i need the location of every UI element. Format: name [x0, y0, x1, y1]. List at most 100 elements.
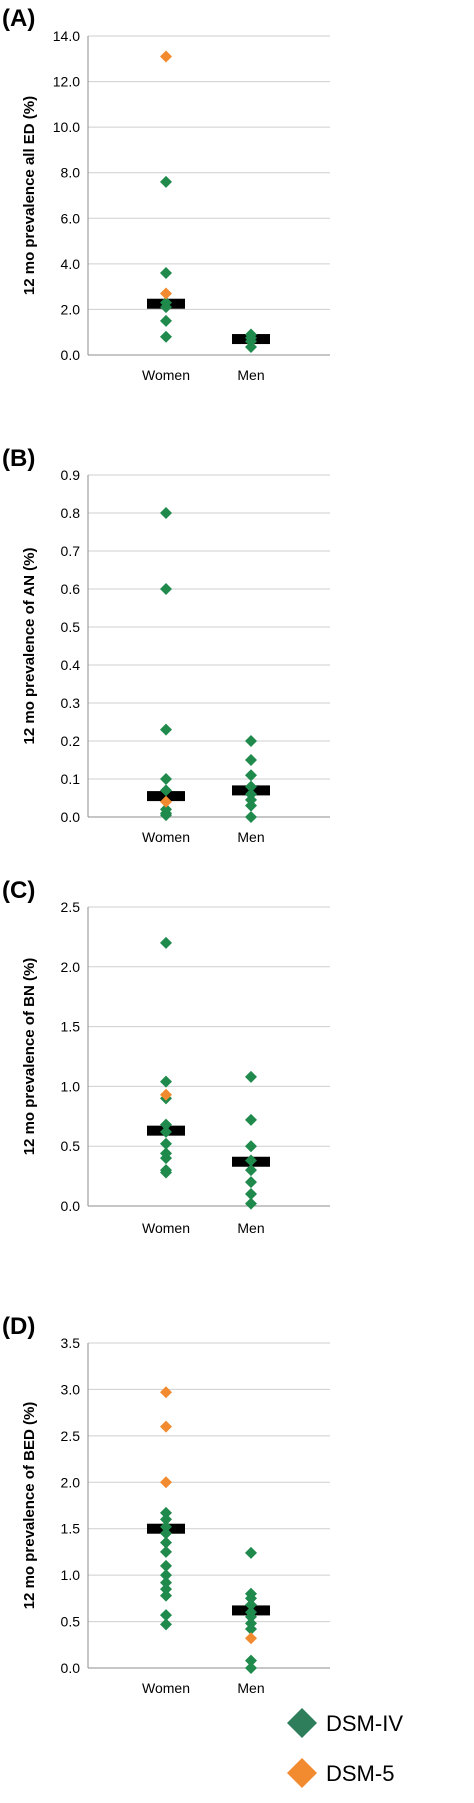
- y-tick-label: 0.9: [61, 467, 81, 483]
- panel-3: (C) 12 mo prevalence of BN (%) 0.0 0.5 1.0 1.…: [2, 877, 330, 1236]
- x-tick-label: Men: [237, 367, 264, 383]
- y-tick-label: 0.8: [61, 505, 81, 521]
- y-tick-label: 0.5: [61, 619, 81, 635]
- x-tick-label: Women: [142, 1680, 190, 1696]
- data-point-dsm-5: [160, 1476, 172, 1489]
- y-tick-label: 3.0: [61, 1381, 81, 1397]
- y-tick-label: 12.0: [53, 74, 80, 90]
- y-tick-label: 0.1: [61, 771, 81, 787]
- data-point-dsm-iv: [245, 1623, 257, 1635]
- data-point-dsm-iv: [160, 1609, 172, 1622]
- y-tick-label: 2.5: [61, 1428, 81, 1444]
- y-tick-label: 0.5: [61, 1614, 81, 1630]
- data-point-dsm-iv: [245, 341, 257, 354]
- data-point-dsm-iv: [160, 583, 172, 595]
- data-point-dsm-5: [160, 1386, 172, 1399]
- y-tick-label: 8.0: [61, 165, 81, 181]
- y-tick-label: 0.2: [61, 733, 81, 749]
- panel-4: (D) 12 mo prevalence of BED (%) 0.0 0.5 1.0 1…: [2, 1313, 330, 1696]
- y-tick-label: 2.5: [61, 899, 81, 915]
- data-point-dsm-iv: [245, 769, 257, 782]
- data-point-dsm-iv: [160, 809, 172, 822]
- y-tick-label: 10.0: [53, 119, 80, 135]
- y-tick-label: 3.5: [61, 1335, 81, 1351]
- y-tick-label: 2.0: [61, 301, 81, 317]
- data-point-dsm-iv: [245, 799, 257, 812]
- data-point-dsm-iv: [160, 175, 172, 188]
- panel-label: (B): [2, 445, 35, 472]
- data-point-dsm-iv: [160, 330, 172, 343]
- data-point-dsm-iv: [160, 1589, 172, 1602]
- x-tick-label: Women: [142, 367, 190, 383]
- data-point-dsm-iv: [160, 1536, 172, 1549]
- y-tick-label: 0.0: [61, 1660, 81, 1676]
- y-tick-label: 0.4: [61, 657, 81, 673]
- data-point-dsm-iv: [245, 1546, 257, 1559]
- legend-label: DSM-5: [326, 1761, 394, 1786]
- data-point-dsm-iv: [245, 1188, 257, 1201]
- x-tick-label: Men: [237, 829, 264, 845]
- data-point-dsm-iv: [160, 784, 172, 797]
- data-point-dsm-iv: [160, 723, 172, 736]
- x-tick-label: Women: [142, 829, 190, 845]
- data-point-dsm-iv: [160, 1513, 172, 1526]
- y-axis-label: 12 mo prevalence of BN (%): [21, 958, 38, 1156]
- data-point-dsm-iv: [160, 1075, 172, 1088]
- data-point-dsm-iv: [160, 1569, 172, 1582]
- data-point-dsm-iv: [160, 266, 172, 279]
- data-point-dsm-iv: [160, 1618, 172, 1631]
- data-point-dsm-iv: [245, 1154, 257, 1167]
- y-tick-label: 1.0: [61, 1567, 81, 1583]
- data-point-dsm-iv: [160, 1125, 172, 1138]
- data-point-dsm-iv: [160, 1576, 172, 1589]
- data-point-dsm-5: [160, 1420, 172, 1433]
- y-tick-label: 0.0: [61, 347, 81, 363]
- y-axis-label: 12 mo prevalence of BED (%): [21, 1402, 38, 1610]
- data-point-dsm-iv: [245, 1610, 257, 1623]
- data-point-dsm-iv: [245, 1070, 257, 1083]
- data-point-dsm-iv: [160, 1527, 172, 1540]
- data-point-dsm-iv: [160, 301, 172, 314]
- y-tick-label: 2.0: [61, 1474, 81, 1490]
- data-point-dsm-5: [160, 1088, 172, 1101]
- legend-marker: [287, 1758, 317, 1788]
- data-point-dsm-iv: [160, 1137, 172, 1150]
- panel-2: (B) 12 mo prevalence of AN (%) 0.0 0.1 0.2 0.…: [2, 445, 330, 845]
- data-point-dsm-iv: [245, 735, 257, 747]
- data-point-dsm-iv: [245, 1197, 257, 1210]
- y-tick-label: 6.0: [61, 210, 81, 226]
- data-point-dsm-5: [160, 50, 172, 63]
- data-point-dsm-iv: [160, 314, 172, 327]
- panel-label: (A): [2, 5, 35, 32]
- data-point-dsm-iv: [160, 1583, 172, 1596]
- panel-label: (D): [2, 1313, 35, 1340]
- legend-label: DSM-IV: [326, 1711, 403, 1736]
- x-tick-label: Men: [237, 1680, 264, 1696]
- y-tick-label: 1.0: [61, 1078, 81, 1094]
- data-point-dsm-iv: [160, 1545, 172, 1558]
- y-tick-label: 2.0: [61, 959, 81, 975]
- data-point-dsm-iv: [245, 1654, 257, 1667]
- y-tick-label: 14.0: [53, 28, 80, 44]
- data-point-dsm-iv: [160, 1520, 172, 1533]
- y-axis-label: 12 mo prevalence of AN (%): [21, 547, 38, 744]
- data-point-dsm-iv: [245, 811, 257, 823]
- y-tick-label: 1.5: [61, 1521, 81, 1537]
- data-point-dsm-iv: [245, 1113, 257, 1126]
- data-point-dsm-5: [160, 795, 172, 808]
- y-tick-label: 0.6: [61, 581, 81, 597]
- data-point-dsm-iv: [160, 1506, 172, 1519]
- data-point-dsm-iv: [245, 1662, 257, 1674]
- y-tick-label: 0.3: [61, 695, 81, 711]
- panel-label: (C): [2, 877, 35, 904]
- y-tick-label: 0.0: [61, 809, 81, 825]
- data-point-dsm-iv: [160, 1559, 172, 1572]
- data-point-dsm-iv: [160, 1166, 172, 1179]
- data-point-dsm-iv: [160, 936, 172, 949]
- y-tick-label: 1.5: [61, 1019, 81, 1035]
- data-point-dsm-iv: [245, 754, 257, 766]
- data-point-dsm-iv: [245, 1176, 257, 1189]
- x-tick-label: Women: [142, 1220, 190, 1236]
- data-point-dsm-iv: [160, 1152, 172, 1165]
- data-point-dsm-iv: [160, 507, 172, 519]
